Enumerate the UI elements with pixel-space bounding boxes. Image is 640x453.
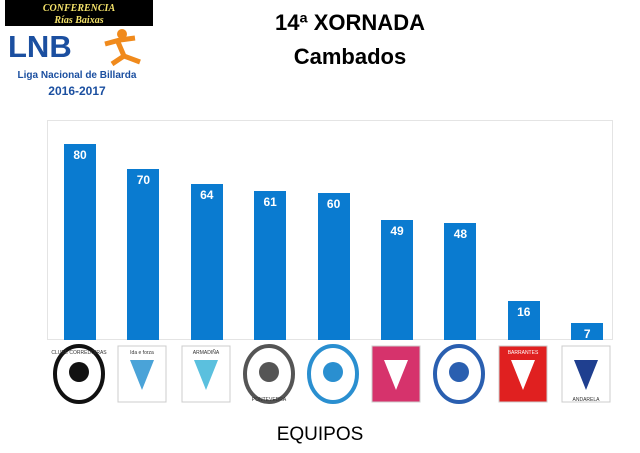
team-logo: CLUBE CORREDOIRAS [51, 344, 107, 404]
team-logo: Ida e forza [117, 345, 167, 403]
logo-text-lnb: LNB [8, 29, 72, 64]
bar [254, 190, 287, 340]
team-logo-text: BARRANTES [508, 350, 539, 356]
team-logo-text: ANDARELA [573, 397, 601, 403]
data-label: 61 [263, 194, 277, 209]
x-axis-label: EQUIPOS [276, 424, 364, 445]
data-label: 80 [73, 148, 87, 163]
data-label: 70 [136, 172, 151, 187]
data-label: 7 [583, 326, 591, 341]
bar [190, 183, 223, 340]
team-logo: BARRANTES [498, 345, 548, 403]
bar [381, 220, 413, 340]
team-logo [371, 345, 421, 403]
team-logo: ARMADIÑA [181, 345, 231, 403]
data-label: 48 [453, 226, 468, 241]
logo-text-liga: Liga Nacional de Billarda [18, 70, 137, 81]
plot-area: 80 70 64 61 60 49 48 16 7 [47, 120, 613, 341]
lnb-logo: CONFERENCIA Rías Baixas LNB Liga Naciona… [5, 0, 153, 98]
data-label: 60 [326, 197, 341, 212]
team-logo: ANDARELA [561, 345, 611, 403]
chart-subtitle: Cambados [293, 44, 407, 69]
chart-title: 14ª XORNADA [275, 10, 425, 35]
team-logo: PONTEVEDRA [243, 344, 296, 404]
logo-text-rias-baixas: Rías Baixas [53, 15, 103, 26]
bar [127, 168, 160, 340]
team-logo-text: Ida e forza [131, 350, 155, 356]
logo-text-season: 2016-2017 [48, 84, 106, 98]
team-logo-text: ARMADIÑA [193, 349, 220, 356]
team-logo [433, 344, 486, 404]
bar [317, 193, 350, 340]
team-logo-text: PONTEVEDRA [252, 397, 287, 403]
bar [64, 144, 96, 340]
data-label: 64 [200, 187, 214, 202]
team-logo-text: CLUBE CORREDOIRAS [51, 350, 107, 356]
team-logo [306, 344, 359, 404]
bar [571, 322, 604, 340]
data-label: 49 [390, 224, 404, 239]
bar [507, 300, 540, 340]
data-label: 16 [517, 304, 531, 319]
logo-text-conferencia: CONFERENCIA [43, 3, 116, 14]
bar [444, 222, 477, 340]
